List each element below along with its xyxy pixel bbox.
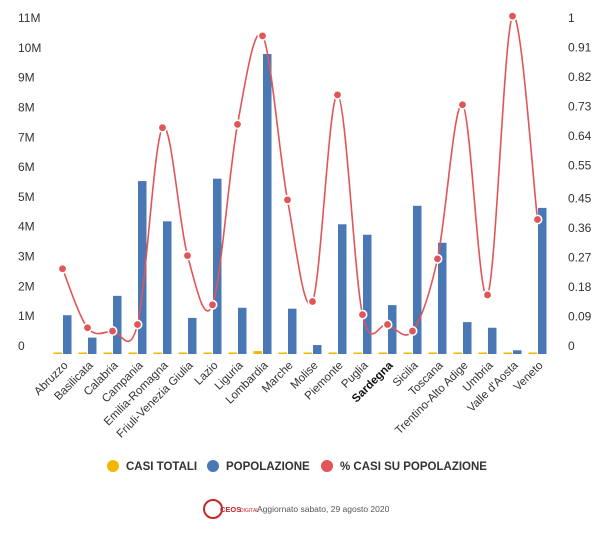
y-axis-right-tick-label: 0.27 [568,250,592,264]
point-percent-casi [382,319,393,330]
bar-casi-totali [78,352,87,354]
bar-popolazione [488,327,497,354]
bar-popolazione [513,350,522,354]
point-percent-casi [307,296,318,307]
y-axis-right-tick-label: 0.36 [568,221,592,235]
bar-casi-totali [103,352,112,354]
bar-popolazione [463,322,472,354]
point-percent-casi [507,11,518,22]
bar-popolazione [388,305,397,354]
bar-popolazione [338,224,347,354]
point-percent-casi [532,214,543,225]
point-percent-casi [207,299,218,310]
legend-marker [107,460,119,472]
bar-popolazione [138,181,147,354]
point-percent-casi [482,289,493,300]
legend-marker [207,460,219,472]
bar-casi-totali [153,352,162,354]
bar-popolazione [63,315,72,354]
bar-casi-totali [403,352,412,354]
y-axis-left-tick-label: 8M [18,100,35,114]
y-axis-left-tick-label: 11M [18,11,40,25]
bar-casi-totali [178,352,187,354]
y-axis-left-tick-label: 0 [18,339,25,353]
point-percent-casi [257,30,268,41]
point-percent-casi [132,319,143,330]
line-percent-casi [61,15,539,342]
logo-text: CEOS [220,505,241,514]
logo-subtext: DIGITAL [240,508,259,514]
point-percent-casi [457,99,468,110]
ceos-logo-icon [203,499,223,519]
y-axis-right-tick-label: 0.09 [568,309,592,323]
y-axis-right-tick-label: 0.18 [568,280,592,294]
bar-casi-totali [428,352,437,354]
bar-popolazione [88,337,97,354]
y-axis-right-tick-label: 0.73 [568,100,592,114]
y-axis-right-tick-label: 1 [568,11,575,25]
bar-casi-totali [203,352,212,354]
bar-casi-totali [478,352,487,354]
bar-casi-totali [453,352,462,354]
bar-casi-totali [53,352,62,354]
bar-popolazione [363,234,372,354]
legend-label: POPOLAZIONE [226,461,310,473]
point-percent-casi [157,122,168,133]
y-axis-left-tick-label: 5M [18,190,35,204]
bar-popolazione [288,308,297,354]
bar-casi-totali [253,351,262,354]
bar-popolazione [238,307,247,354]
y-axis-left-tick-label: 3M [18,250,35,264]
y-axis-left-tick-label: 6M [18,160,35,174]
point-percent-casi [232,119,243,130]
point-percent-casi [282,194,293,205]
y-axis-right-tick-label: 0.64 [568,129,592,143]
legend-label: % CASI SU POPOLAZIONE [340,461,487,473]
y-axis-left-tick-label: 10M [18,41,41,55]
legend-label: CASI TOTALI [126,461,197,473]
bar-popolazione [438,242,447,354]
bar-popolazione [313,345,322,354]
point-percent-casi [82,322,93,333]
bar-popolazione [113,295,122,354]
point-percent-casi [357,309,368,320]
bar-popolazione [538,207,547,354]
bar-popolazione [413,205,422,354]
bar-popolazione [188,317,197,354]
bar-casi-totali [528,352,537,354]
bar-casi-totali [378,352,387,354]
bar-casi-totali [303,352,312,354]
y-axis-left-tick-label: 7M [18,130,35,144]
y-axis-left-tick-label: 9M [18,71,35,85]
y-axis-left-tick-label: 4M [18,220,35,234]
legend-marker [321,460,333,472]
footer-updated-text: Aggiornato sabato, 29 agosto 2020 [257,504,390,514]
bar-casi-totali [228,352,237,354]
y-axis-right-tick-label: 0.91 [568,41,592,55]
point-percent-casi [407,326,418,337]
bar-popolazione [213,178,222,354]
point-percent-casi [182,250,193,261]
bar-casi-totali [503,352,512,354]
point-percent-casi [57,263,68,274]
point-percent-casi [107,326,118,337]
y-axis-right-tick-label: 0 [568,339,575,353]
point-percent-casi [432,253,443,264]
y-axis-right-tick-label: 0.82 [568,70,592,84]
bar-popolazione [163,221,172,354]
bar-casi-totali [278,352,287,354]
y-axis-left-tick-label: 1M [18,309,35,323]
y-axis-right-tick-label: 0.45 [568,191,592,205]
point-percent-casi [332,89,343,100]
y-axis-right-tick-label: 0.55 [568,159,592,173]
bar-casi-totali [353,352,362,354]
bar-casi-totali [128,352,137,354]
bar-casi-totali [328,352,337,354]
y-axis-left-tick-label: 2M [18,279,35,293]
bar-popolazione [263,54,272,355]
